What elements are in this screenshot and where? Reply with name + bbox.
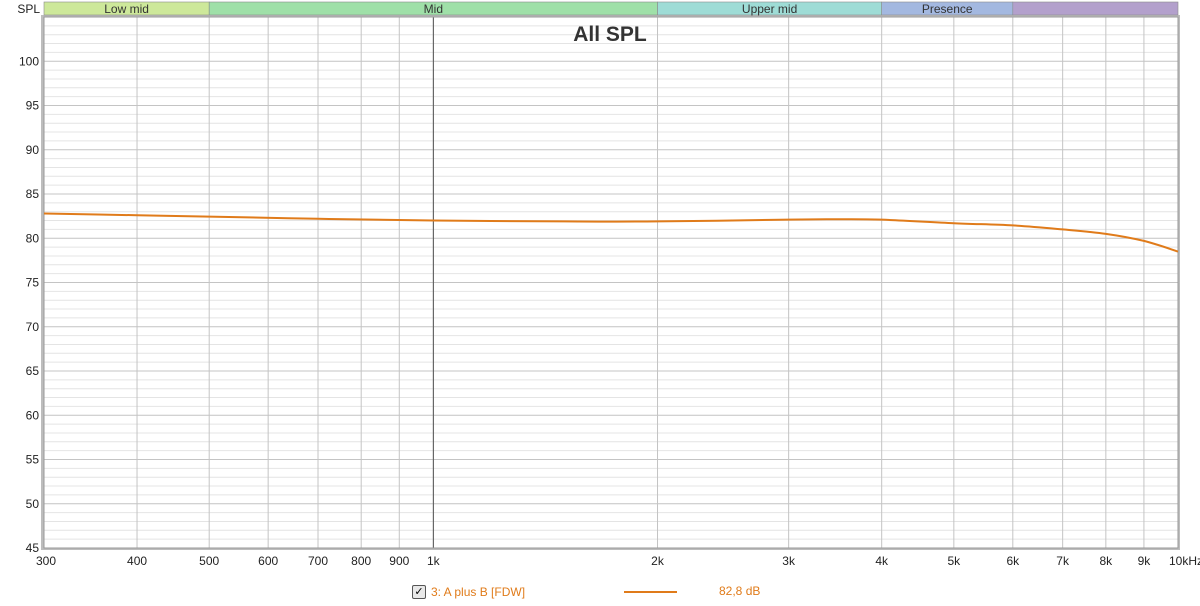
band-4 (1012, 1, 1179, 16)
band-label: Mid (424, 2, 443, 16)
y-tick-label: 55 (26, 453, 40, 467)
y-tick-label: 95 (26, 99, 40, 113)
y-tick-label: 70 (26, 320, 40, 334)
x-tick-label: 2k (651, 554, 665, 568)
y-tick-label: 50 (26, 497, 40, 511)
y-tick-label: 100 (19, 54, 39, 68)
x-tick-label: 400 (127, 554, 147, 568)
y-tick-label: 75 (26, 276, 40, 290)
y-tick-label: 65 (26, 364, 40, 378)
legend-line-swatch (624, 591, 677, 593)
y-tick-label: 45 (26, 541, 40, 555)
band-label: Upper mid (742, 2, 797, 16)
x-tick-label: 1k (427, 554, 441, 568)
band-label: Presence (922, 2, 973, 16)
x-tick-label: 10kHz (1169, 554, 1200, 568)
x-tick-label: 600 (258, 554, 278, 568)
y-axis-label: SPL (17, 2, 40, 16)
x-tick-label: 300 (36, 554, 56, 568)
chart-title: All SPL (573, 23, 647, 46)
x-tick-label: 700 (308, 554, 328, 568)
y-tick-label: 80 (26, 231, 40, 245)
x-tick-label: 900 (389, 554, 409, 568)
x-tick-label: 3k (782, 554, 796, 568)
x-tick-label: 5k (947, 554, 961, 568)
x-tick-label: 500 (199, 554, 219, 568)
x-tick-label: 9k (1138, 554, 1152, 568)
series-checkbox[interactable]: ✓ (412, 585, 426, 599)
legend-entry[interactable]: ✓ 3: A plus B [FDW] (412, 584, 525, 600)
y-tick-label: 60 (26, 408, 40, 422)
x-tick-label: 4k (875, 554, 889, 568)
x-tick-label: 7k (1056, 554, 1070, 568)
plot-border (43, 16, 1179, 549)
y-tick-label: 90 (26, 143, 40, 157)
series-line-0 (43, 212, 1179, 253)
legend-value: 82,8 dB (719, 584, 761, 598)
x-tick-label: 6k (1006, 554, 1020, 568)
x-tick-label: 8k (1099, 554, 1113, 568)
band-label: Low mid (104, 2, 149, 16)
legend-label: 3: A plus B [FDW] (431, 585, 526, 599)
y-tick-label: 85 (26, 187, 40, 201)
x-tick-label: 800 (351, 554, 371, 568)
